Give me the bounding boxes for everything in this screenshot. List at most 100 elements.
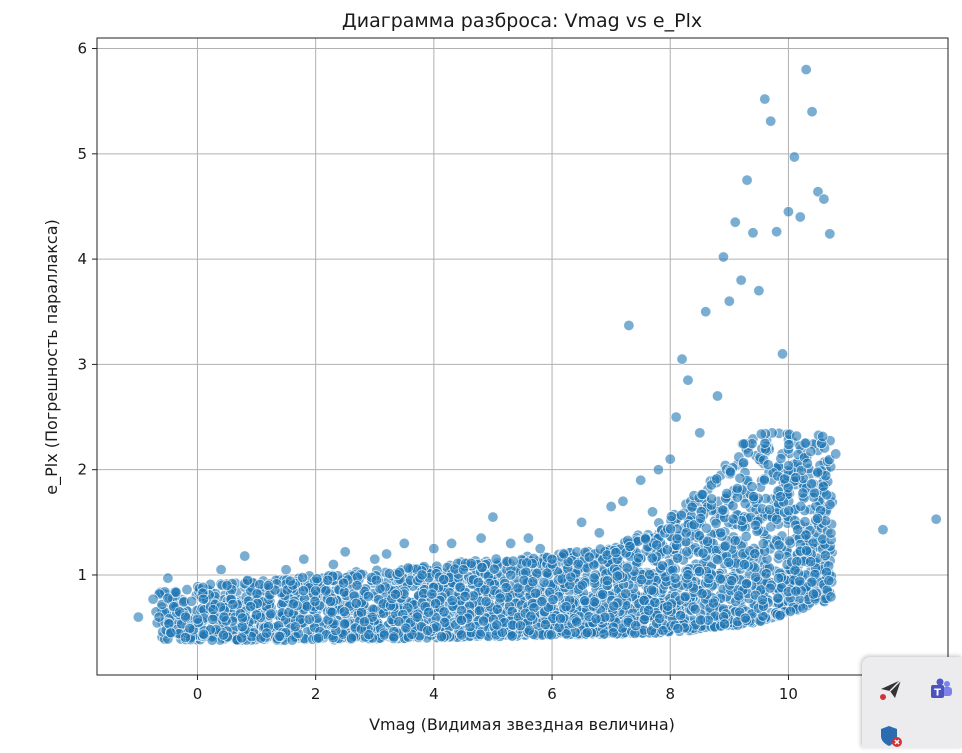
data-point (672, 623, 684, 635)
data-point (621, 562, 633, 574)
data-point (245, 601, 257, 613)
data-point (818, 193, 830, 205)
data-point (729, 535, 741, 547)
data-point (438, 606, 450, 618)
teams-icon[interactable]: T (928, 676, 954, 702)
data-point (703, 572, 715, 585)
data-point (206, 634, 218, 646)
data-point (446, 595, 458, 607)
data-point (676, 353, 688, 365)
data-point (381, 548, 393, 560)
data-point (734, 472, 746, 484)
data-point (345, 632, 357, 644)
data-point (783, 460, 795, 472)
data-point (773, 549, 785, 561)
data-point (711, 473, 723, 485)
data-point (369, 553, 381, 565)
data-point (261, 627, 273, 639)
data-point (721, 487, 733, 500)
data-point (583, 551, 595, 563)
data-point (534, 543, 546, 555)
data-point (817, 480, 829, 492)
x-tick-label: 8 (665, 685, 675, 703)
data-point (215, 564, 227, 576)
data-point (545, 629, 557, 641)
data-point (181, 584, 193, 596)
data-point (370, 574, 382, 586)
data-point (571, 616, 583, 628)
x-tick-label: 4 (429, 685, 439, 703)
data-point (546, 553, 558, 565)
data-point (755, 428, 767, 440)
data-point (218, 611, 230, 623)
data-point (505, 569, 517, 581)
data-point (197, 593, 209, 605)
data-point (297, 585, 309, 597)
data-point (506, 630, 518, 642)
data-point (610, 547, 622, 559)
data-point (792, 524, 804, 536)
data-point (672, 552, 684, 564)
data-point (617, 495, 629, 507)
data-point (326, 606, 338, 618)
data-point (320, 585, 332, 597)
data-point (251, 609, 263, 621)
data-point (505, 537, 517, 549)
data-point (675, 509, 687, 521)
data-point (581, 627, 593, 639)
data-point (488, 563, 500, 575)
data-point (632, 552, 645, 564)
data-point (774, 491, 786, 503)
data-point (784, 605, 796, 617)
data-point (303, 613, 315, 625)
data-point (649, 596, 661, 609)
data-point (393, 616, 405, 628)
data-point (298, 553, 310, 565)
data-point (521, 557, 533, 569)
send-icon[interactable] (878, 676, 904, 702)
shield-warning-icon[interactable] (878, 723, 904, 749)
data-point (665, 511, 677, 523)
data-point (645, 625, 657, 637)
data-point (669, 572, 681, 584)
data-point (710, 517, 722, 529)
data-point (651, 539, 663, 551)
data-point (239, 550, 251, 562)
data-point (236, 612, 248, 624)
data-point (132, 611, 144, 623)
x-tick-label: 0 (193, 685, 203, 703)
data-point (491, 603, 503, 615)
data-point (747, 227, 759, 239)
data-point (756, 594, 768, 606)
data-point (477, 615, 490, 627)
data-point (830, 448, 842, 460)
data-point (760, 568, 772, 580)
data-point (297, 572, 309, 584)
data-point (500, 582, 512, 594)
data-point (788, 151, 800, 163)
y-tick-label: 5 (77, 145, 87, 163)
data-point (454, 581, 466, 593)
data-point (180, 611, 192, 623)
data-point (496, 626, 508, 638)
data-point (153, 611, 165, 623)
data-point (491, 619, 503, 631)
data-point (576, 579, 588, 591)
data-point (693, 530, 705, 542)
data-point (593, 527, 605, 539)
data-point (608, 600, 620, 612)
data-point (494, 592, 506, 604)
data-point (775, 453, 787, 465)
data-point (426, 588, 438, 600)
data-point (824, 228, 836, 240)
data-point (165, 627, 177, 639)
data-point (620, 587, 632, 600)
data-point (739, 498, 751, 510)
data-point (338, 606, 350, 618)
data-point (507, 555, 519, 567)
data-point (758, 474, 770, 486)
data-point (741, 174, 753, 186)
data-point (772, 592, 784, 604)
data-point (783, 438, 795, 451)
data-point (701, 535, 714, 547)
